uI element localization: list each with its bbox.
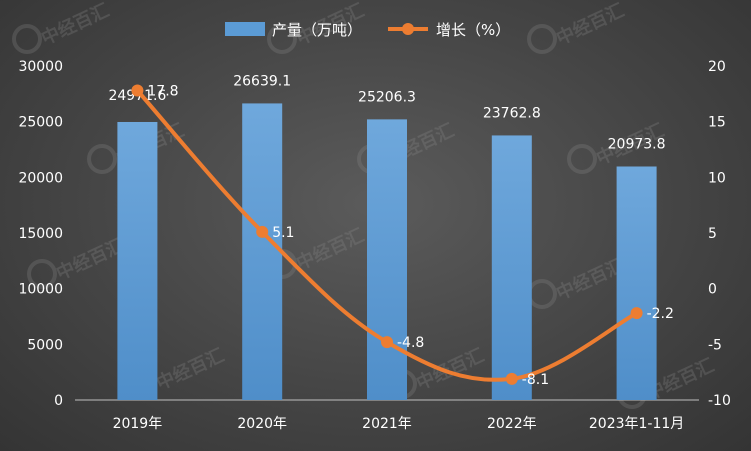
y-right-tick-label: 5 (708, 226, 717, 242)
legend-label-line: 增长（%） (436, 21, 510, 39)
y-left-tick-label: 30000 (18, 59, 63, 75)
legend-swatch-bar (225, 22, 265, 36)
watermark-text: 中经百汇 (553, 0, 628, 50)
line-data-label: -2.2 (647, 306, 674, 322)
y-right-tick-label: 20 (708, 59, 726, 75)
y-left-tick-label: 20000 (18, 170, 63, 186)
bar (117, 121, 158, 401)
watermark-logo-icon (267, 24, 297, 54)
line-data-label: 17.8 (147, 83, 178, 99)
legend-swatch-dot (402, 23, 414, 35)
y-axis-left: 0 5000 10000 15000 20000 25000 30000 (18, 59, 63, 409)
y-left-tick-label: 25000 (18, 115, 63, 131)
line-point (381, 336, 393, 349)
bar-data-label: 20973.8 (608, 136, 666, 152)
line-point (256, 225, 269, 238)
y-left-tick-label: 10000 (18, 282, 63, 298)
watermark-text: 中经百汇 (53, 234, 128, 284)
x-tick-label: 2023年1-11月 (589, 416, 684, 432)
line-data-label: 5.1 (272, 225, 294, 241)
line-point (505, 372, 518, 385)
watermark-logo-icon (27, 259, 57, 289)
y-right-tick-label: -10 (708, 393, 731, 409)
line-point (131, 84, 144, 97)
y-right-tick-label: 10 (708, 170, 726, 186)
watermark-logo-icon (12, 24, 42, 54)
x-tick-label: 2019年 (113, 416, 163, 432)
watermark-logo-icon (527, 24, 557, 54)
x-tick-label: 2020年 (237, 416, 287, 432)
watermark-logo-icon (527, 279, 557, 309)
y-axis-right: -10 -5 0 5 10 15 20 (708, 59, 731, 409)
bar-data-label: 25206.3 (358, 89, 416, 105)
line-series (131, 84, 643, 385)
y-left-tick-label: 0 (54, 393, 63, 409)
legend-label-bar: 产量（万吨） (272, 21, 362, 39)
y-left-tick-label: 15000 (18, 226, 63, 242)
watermark-text: 中经百汇 (553, 254, 628, 304)
bar-data-label: 23762.8 (483, 105, 541, 121)
bar-data-label: 26639.1 (233, 73, 291, 89)
watermark-logo-icon (87, 144, 117, 174)
line-data-label: -4.8 (397, 335, 424, 351)
line-point (630, 307, 643, 320)
bar (367, 119, 407, 400)
watermark-text: 中经百汇 (153, 344, 228, 394)
legend: 产量（万吨） 增长（%） (225, 21, 510, 39)
bar-series (117, 103, 657, 401)
line-data-label: -8.1 (522, 372, 549, 388)
watermark-text: 中经百汇 (38, 0, 113, 50)
y-right-tick-label: 0 (708, 282, 717, 298)
bar (491, 135, 532, 400)
y-right-tick-label: -5 (708, 337, 722, 353)
x-tick-label: 2022年 (487, 416, 537, 432)
y-left-tick-label: 5000 (27, 337, 63, 353)
y-right-tick-label: 15 (708, 115, 726, 131)
line-data-labels: 17.8 5.1 -4.8 -8.1 -2.2 (147, 83, 674, 387)
x-tick-label: 2021年 (362, 416, 412, 432)
bar (616, 166, 657, 400)
watermark-logo-icon (567, 144, 597, 174)
watermark-text: 中经百汇 (293, 224, 368, 274)
watermark-text: 中经百汇 (413, 344, 488, 394)
x-axis: 2019年 2020年 2021年 2022年 2023年1-11月 (113, 416, 685, 432)
bar (242, 103, 283, 400)
